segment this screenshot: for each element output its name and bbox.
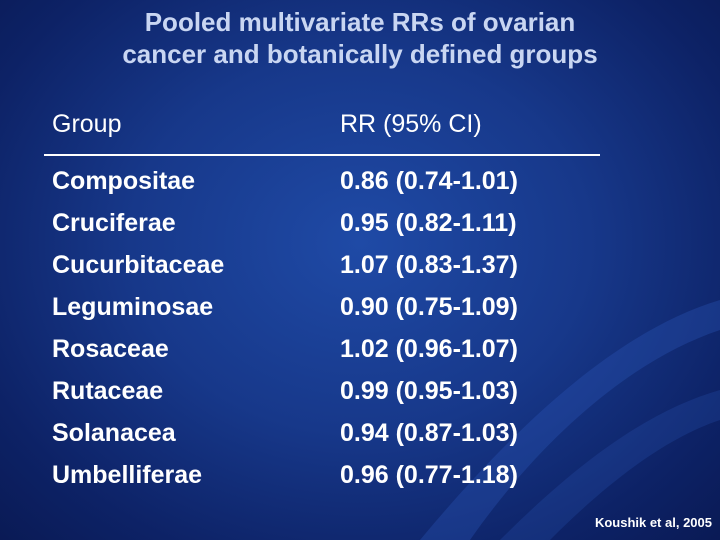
table-row: Cucurbitaceae 1.07 (0.83-1.37) <box>44 251 600 293</box>
table-row: Solanacea 0.94 (0.87-1.03) <box>44 419 600 461</box>
header-divider <box>44 154 600 156</box>
citation: Koushik et al, 2005 <box>594 515 712 530</box>
rr-cell: 1.02 (0.96-1.07) <box>340 335 518 363</box>
group-cell: Rosaceae <box>52 335 169 363</box>
slide-title: Pooled multivariate RRs of ovarian cance… <box>0 6 720 70</box>
group-cell: Rutaceae <box>52 377 164 405</box>
rr-table-header: Group RR (95% CI) <box>44 110 600 152</box>
group-cell: Compositae <box>52 167 196 195</box>
table-row: Cruciferae 0.95 (0.82-1.11) <box>44 209 600 251</box>
rr-cell: 0.96 (0.77-1.18) <box>340 461 518 489</box>
rr-cell: 0.95 (0.82-1.11) <box>340 209 517 237</box>
group-cell: Solanacea <box>52 419 176 447</box>
table-row: Umbelliferae 0.96 (0.77-1.18) <box>44 461 600 503</box>
rr-cell: 0.99 (0.95-1.03) <box>340 377 518 405</box>
rr-cell: 0.86 (0.74-1.01) <box>340 167 518 195</box>
title-line-2: cancer and botanically defined groups <box>122 39 598 69</box>
table-header-row: Group RR (95% CI) <box>44 110 600 152</box>
group-cell: Cucurbitaceae <box>52 251 225 279</box>
header-rr: RR (95% CI) <box>340 110 482 138</box>
rr-cell: 1.07 (0.83-1.37) <box>340 251 518 279</box>
rr-table-body: Compositae 0.86 (0.74-1.01) Cruciferae 0… <box>44 167 600 503</box>
table-row: Rosaceae 1.02 (0.96-1.07) <box>44 335 600 377</box>
title-line-1: Pooled multivariate RRs of ovarian <box>144 7 576 37</box>
rr-cell: 0.94 (0.87-1.03) <box>340 419 518 447</box>
table-row: Compositae 0.86 (0.74-1.01) <box>44 167 600 209</box>
table-row: Leguminosae 0.90 (0.75-1.09) <box>44 293 600 335</box>
group-cell: Cruciferae <box>52 209 176 237</box>
table-row: Rutaceae 0.99 (0.95-1.03) <box>44 377 600 419</box>
rr-cell: 0.90 (0.75-1.09) <box>340 293 518 321</box>
group-cell: Leguminosae <box>52 293 214 321</box>
header-group: Group <box>52 110 122 138</box>
group-cell: Umbelliferae <box>52 461 203 489</box>
